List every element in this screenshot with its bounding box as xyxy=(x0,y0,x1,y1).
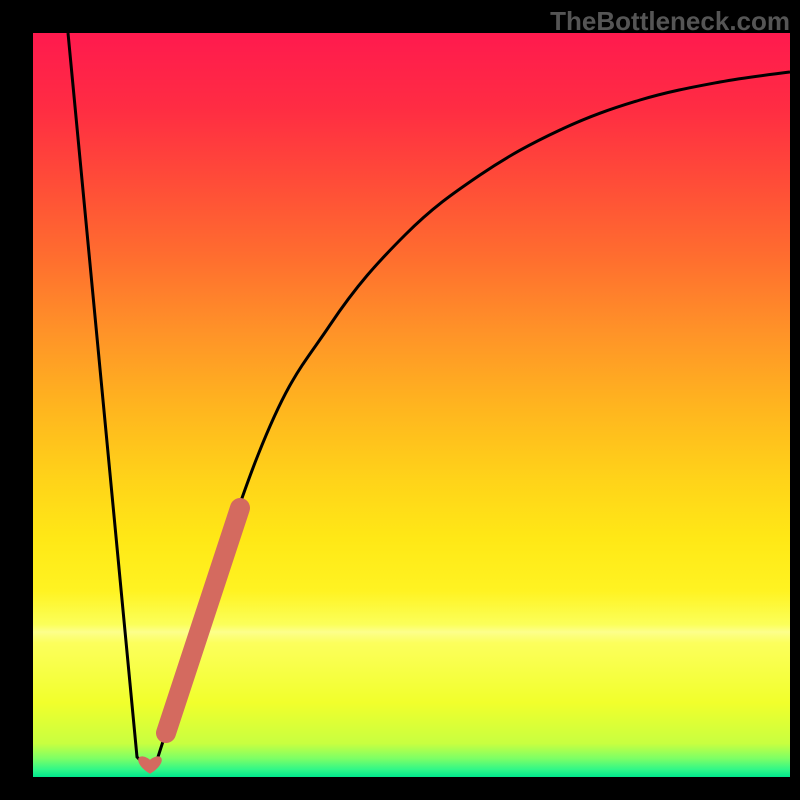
gradient-background xyxy=(33,33,790,777)
frame-border xyxy=(0,0,33,800)
chart-svg xyxy=(0,0,800,800)
frame-border xyxy=(0,777,800,800)
watermark-text: TheBottleneck.com xyxy=(550,6,790,37)
frame-border xyxy=(790,0,800,800)
